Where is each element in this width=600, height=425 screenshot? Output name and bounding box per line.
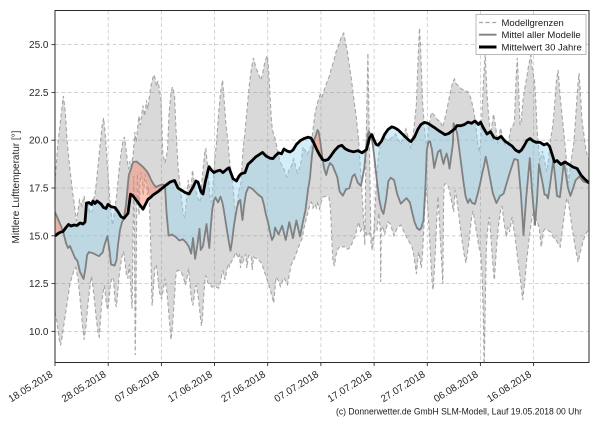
svg-text:(c) Donnerwetter.de GmbH SLM-M: (c) Donnerwetter.de GmbH SLM-Modell, Lau…	[336, 407, 583, 418]
svg-text:17.5: 17.5	[29, 184, 49, 195]
svg-text:Mittelwert 30 Jahre: Mittelwert 30 Jahre	[502, 42, 582, 53]
svg-text:Modellgrenzen: Modellgrenzen	[502, 18, 564, 29]
svg-text:15.0: 15.0	[29, 231, 49, 242]
svg-text:12.5: 12.5	[29, 279, 49, 290]
svg-text:20.0: 20.0	[29, 136, 49, 147]
svg-text:Mittel aller Modelle: Mittel aller Modelle	[502, 30, 581, 41]
svg-text:25.0: 25.0	[29, 40, 49, 51]
svg-text:10.0: 10.0	[29, 327, 49, 338]
svg-text:Mittlere Lufttemperatur [°]: Mittlere Lufttemperatur [°]	[11, 130, 22, 243]
svg-text:22.5: 22.5	[29, 88, 49, 99]
